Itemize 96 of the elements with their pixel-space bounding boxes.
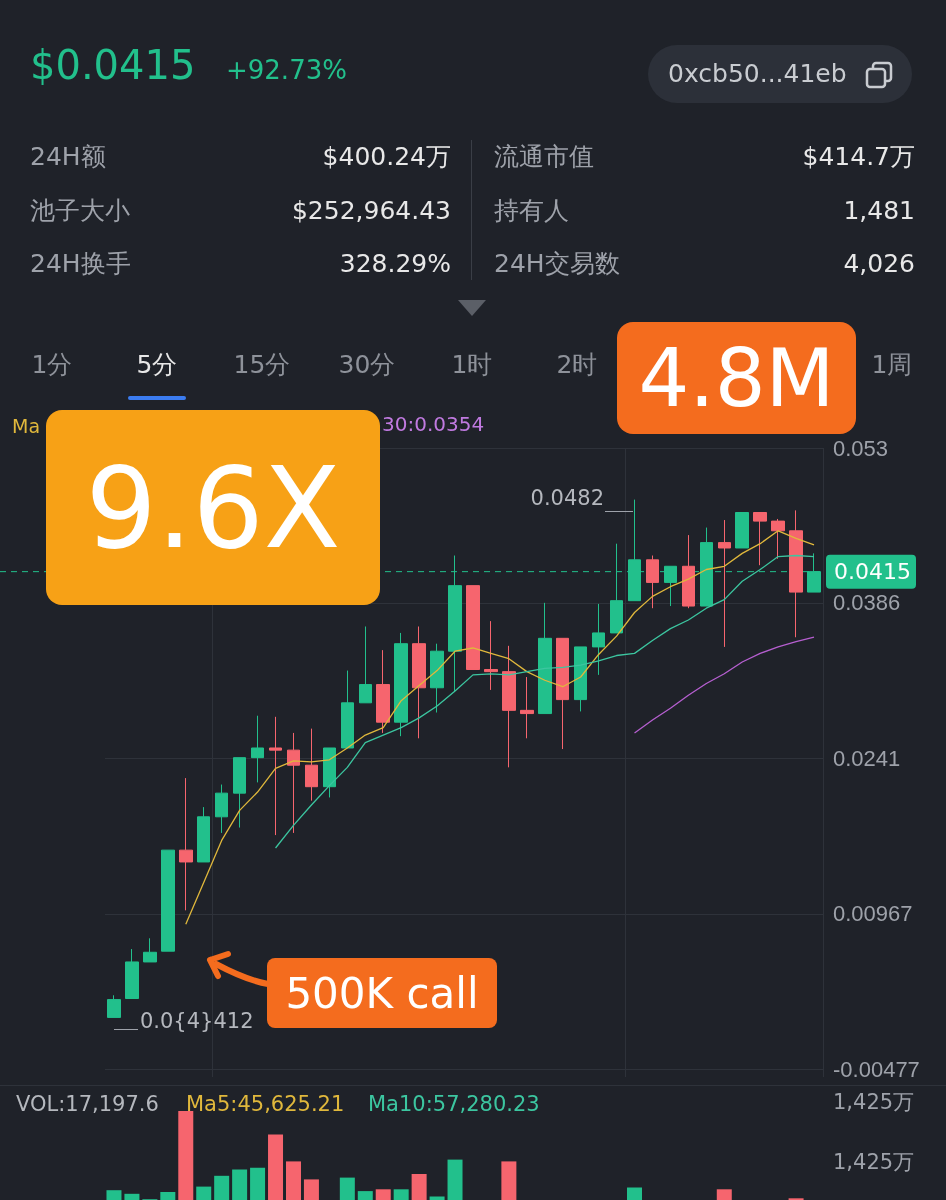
annotation: Ma10:57,280.23 (368, 1092, 540, 1116)
text: $400.24万 (322, 142, 451, 171)
candlestick (412, 625, 426, 739)
candlestick (484, 620, 498, 691)
bar (357, 1191, 373, 1200)
text: 0xcb50...41eb (668, 59, 847, 88)
y-tick-label: -0.00477 (833, 1056, 920, 1082)
candlestick (305, 728, 318, 802)
candlestick (789, 509, 803, 638)
annotation: 500K call (267, 958, 497, 1028)
bar (716, 1189, 732, 1200)
bar (303, 1179, 319, 1200)
text: +92.73% (226, 55, 347, 85)
candlestick (125, 948, 139, 1000)
text: 328.29% (339, 249, 451, 278)
bar (285, 1161, 301, 1200)
text: $0.0415 (30, 42, 196, 88)
text: 1时 (450, 350, 494, 379)
candlestick (287, 732, 300, 834)
bar (501, 1161, 517, 1200)
text: 1分 (30, 350, 74, 379)
text: 1周 (870, 350, 914, 379)
candlestick (215, 784, 228, 834)
text: 1,425万 (833, 1090, 915, 1114)
candlestick (466, 585, 480, 670)
candlestick (430, 643, 444, 713)
bar (627, 1187, 643, 1200)
candlestick (682, 534, 695, 609)
candlestick (735, 512, 749, 549)
text: 24H换手 (30, 249, 131, 278)
y-tick-label: 0.00967 (833, 901, 913, 927)
bar (106, 1190, 122, 1200)
y-tick-label: 0.0386 (833, 590, 901, 616)
text: 15分 (232, 350, 292, 379)
text: 4,026 (843, 249, 915, 278)
candlestick (197, 806, 210, 863)
text: 24H交易数 (494, 249, 620, 278)
bar (160, 1192, 176, 1200)
text: 4.8M (617, 322, 856, 434)
candlestick (574, 646, 587, 712)
candlestick (341, 670, 354, 749)
candlestick (394, 632, 408, 737)
bar (232, 1169, 248, 1200)
text: 1,481 (843, 196, 915, 225)
text: 流通市值 (494, 142, 594, 171)
candlestick (771, 518, 785, 560)
candlestick (269, 716, 282, 836)
candlestick (376, 649, 390, 734)
candlestick (592, 603, 605, 676)
candlestick (753, 512, 767, 566)
candlestick (359, 625, 372, 704)
text: $414.7万 (802, 142, 915, 171)
candlestick (538, 602, 552, 715)
candlestick (143, 937, 157, 963)
candlestick (233, 757, 246, 829)
candlestick (179, 777, 193, 911)
ref-line-label: 0.0415 (834, 559, 911, 585)
bar (268, 1134, 284, 1200)
annotation: Ma5:45,625.21 (186, 1092, 345, 1116)
bar (178, 1111, 194, 1200)
candlestick (556, 637, 569, 750)
text: Ma (12, 415, 41, 437)
y-tick-label: 0.0241 (833, 746, 901, 772)
bar (375, 1189, 391, 1200)
text: 1,425万 (833, 1150, 915, 1174)
text: $252,964.43 (291, 196, 451, 225)
candlestick (161, 849, 175, 952)
candlestick (646, 555, 659, 609)
annotation: 0.0482 (530, 485, 604, 510)
bar (393, 1189, 409, 1200)
text: 30分 (337, 350, 397, 379)
line-series (274, 554, 815, 849)
text: 持有人 (494, 196, 569, 225)
text: 24H额 (30, 142, 106, 171)
annotation: 9.6X (46, 410, 380, 605)
candlestick (502, 645, 516, 768)
y-tick-label: 0.053 (833, 435, 889, 461)
text: 5分 (135, 350, 179, 379)
candlestick (520, 676, 534, 739)
candlestick (251, 715, 264, 783)
bar (214, 1175, 230, 1200)
bar (447, 1159, 463, 1200)
candlestick (718, 519, 731, 648)
bar (196, 1186, 212, 1200)
bar (339, 1177, 355, 1200)
bar (250, 1167, 266, 1200)
bar (124, 1193, 140, 1200)
annotation: VOL:17,197.6 (16, 1092, 159, 1116)
text: 2时 (555, 350, 599, 379)
annotation: 0.0{4}412 (139, 1009, 254, 1034)
text: 30:0.0354 (382, 412, 485, 436)
bar (411, 1174, 427, 1200)
line-series (633, 636, 815, 734)
candlestick (323, 747, 336, 798)
candlestick (107, 994, 121, 1018)
text: 池子大小 (30, 196, 130, 225)
